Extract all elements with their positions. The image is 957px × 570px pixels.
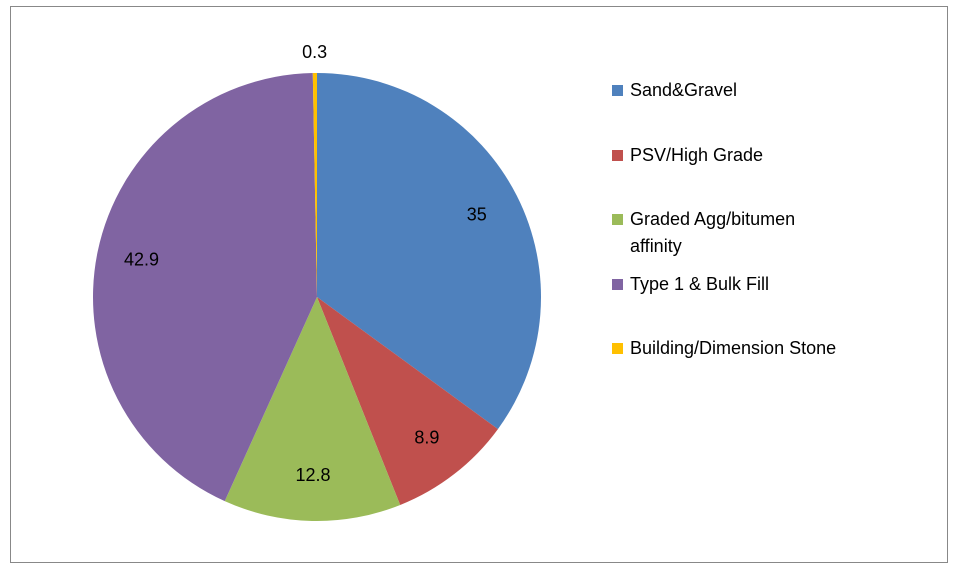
legend-swatch — [612, 85, 623, 96]
data-label: 42.9 — [124, 250, 159, 270]
legend-swatch — [612, 278, 623, 290]
data-label: 35 — [467, 205, 487, 225]
data-label: 0.3 — [302, 42, 327, 62]
legend-label: Type 1 & Bulk Fill — [630, 273, 770, 294]
pie-slice — [93, 73, 317, 502]
legend-swatch — [612, 214, 623, 225]
legend-label: PSV/High Grade — [630, 144, 764, 165]
data-label: 12.8 — [296, 465, 331, 485]
data-label: 8.9 — [414, 427, 439, 447]
legend-label: Graded Agg/bitumen affinity — [630, 209, 796, 256]
legend-label: Building/Dimension Stone — [630, 338, 837, 358]
pie-slice — [312, 73, 317, 297]
pie-slice — [224, 297, 401, 521]
chart-border — [10, 6, 948, 563]
legend-swatch — [612, 149, 623, 161]
legend-label: Sand&Gravel — [630, 80, 738, 100]
pie-slice — [317, 297, 498, 505]
legend-swatch — [612, 343, 623, 354]
pie-slice — [317, 73, 542, 430]
